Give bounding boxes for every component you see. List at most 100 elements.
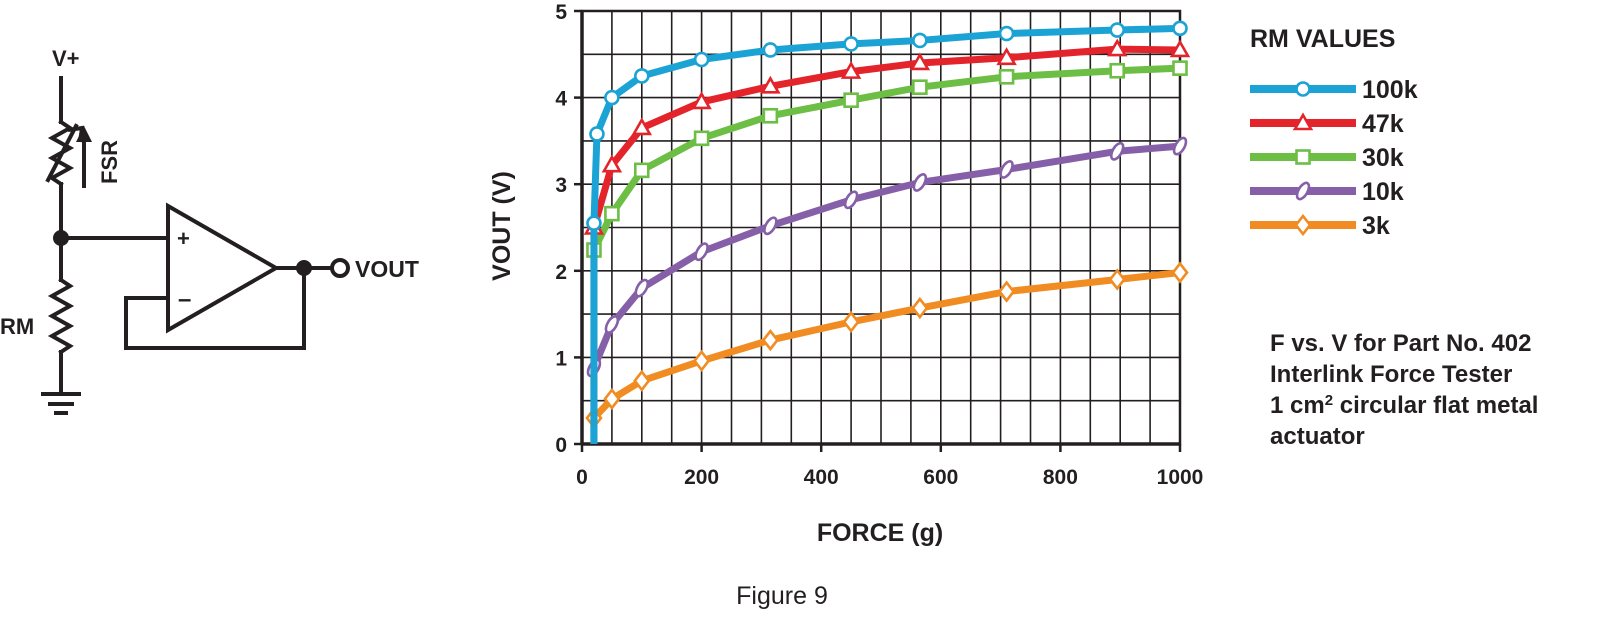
data-point-10k — [912, 173, 928, 192]
data-point-10k — [843, 190, 859, 210]
note-line-3: 1 cm2 circular flat metal — [1270, 390, 1600, 421]
data-point-30k — [843, 92, 859, 108]
data-point-30k — [693, 130, 710, 147]
feedback-wire — [124, 266, 306, 350]
data-point-47k — [1169, 39, 1191, 58]
data-point-10k — [694, 242, 709, 262]
y-tick-labels: 0 1 2 3 4 5 — [555, 1, 567, 457]
data-point-100k — [586, 215, 602, 231]
legend-label-100k: 100k — [1362, 76, 1418, 104]
data-point-100k — [1172, 20, 1188, 37]
series-10k — [586, 136, 1188, 444]
data-point-100k — [693, 51, 710, 68]
data-point-3k — [842, 310, 860, 334]
chart-grid — [582, 11, 1180, 444]
fsr-variable-arrowhead — [76, 126, 92, 142]
series-47k — [583, 38, 1191, 444]
data-point-47k — [1106, 38, 1128, 57]
data-point-30k — [762, 107, 779, 124]
data-point-100k — [633, 68, 650, 84]
data-point-10k — [763, 216, 778, 236]
data-point-100k — [589, 126, 605, 142]
x-tick-label: 800 — [1043, 466, 1078, 489]
chart-note: F vs. V for Part No. 402 Interlink Force… — [1270, 328, 1600, 452]
data-point-47k — [691, 91, 712, 110]
data-point-30k — [912, 79, 928, 96]
legend-label-3k: 3k — [1362, 212, 1390, 240]
note-line-1: F vs. V for Part No. 402 — [1270, 330, 1532, 357]
rm-resistor — [47, 277, 75, 355]
op-amp-triangle — [166, 202, 281, 334]
legend-item-47k: 47k — [1250, 110, 1404, 138]
y-tick-label: 0 — [555, 434, 567, 457]
output-terminal — [330, 258, 350, 278]
data-point-100k — [604, 89, 620, 106]
note-line-2: Interlink Force Tester — [1270, 361, 1513, 388]
legend-item-10k: 10k — [1250, 178, 1404, 206]
series-line-3k — [590, 269, 1181, 444]
series-3k — [585, 261, 1189, 444]
chart-legend: RM VALUES 100k 47k 30k 10k 3k — [1250, 25, 1418, 240]
y-tick-label: 3 — [555, 174, 567, 197]
opamp-plus-label: + — [177, 226, 190, 251]
data-point-3k — [761, 328, 780, 352]
data-point-3k — [911, 296, 929, 320]
note-line-3-post: circular flat metal — [1333, 392, 1539, 419]
x-tick-labels: 0 200 400 600 800 1000 — [576, 466, 1203, 489]
data-point-47k — [909, 52, 931, 71]
legend-marker-100k — [1295, 81, 1311, 97]
legend-marker-47k — [1292, 112, 1314, 131]
data-point-100k — [998, 25, 1015, 42]
legend-label-10k: 10k — [1362, 178, 1404, 206]
chart-axes — [574, 9, 1182, 452]
data-point-10k — [1109, 141, 1125, 161]
note-line-3-pre: 1 cm — [1270, 392, 1325, 419]
data-point-3k — [633, 369, 651, 392]
data-point-10k — [999, 160, 1014, 179]
note-line-4: actuator — [1270, 423, 1365, 450]
note-line-3-sup: 2 — [1324, 392, 1334, 409]
data-point-47k — [760, 75, 781, 94]
data-point-10k — [604, 315, 620, 334]
data-point-47k — [996, 47, 1017, 66]
legend-label-47k: 47k — [1362, 110, 1404, 138]
data-point-30k — [1172, 60, 1188, 76]
data-point-100k — [843, 36, 859, 52]
legend-marker-10k — [1295, 181, 1311, 201]
rm-label: RM — [0, 314, 34, 339]
data-point-30k — [633, 162, 650, 179]
y-tick-label: 5 — [555, 1, 567, 24]
series-100k — [586, 20, 1188, 444]
data-point-3k — [1171, 261, 1189, 284]
legend-items: 100k 47k 30k 10k 3k — [1250, 76, 1418, 240]
data-point-100k — [912, 32, 928, 49]
fsr-label: FSR — [97, 140, 122, 184]
data-point-30k — [1109, 62, 1126, 79]
junction-node-input — [53, 230, 69, 246]
opamp-minus-label: – — [178, 286, 191, 313]
x-tick-label: 200 — [684, 466, 719, 489]
figure-caption-wrap: Figure 9 — [0, 582, 1600, 611]
y-tick-label: 4 — [555, 88, 567, 111]
series-layer — [583, 20, 1191, 444]
data-point-10k — [1172, 136, 1188, 156]
legend-item-100k: 100k — [1250, 76, 1418, 104]
data-point-47k — [601, 154, 623, 173]
data-point-100k — [1109, 22, 1126, 38]
series-line-47k — [590, 45, 1181, 444]
x-tick-label: 600 — [923, 466, 958, 489]
y-tick-label: 2 — [555, 261, 567, 284]
chart-area: 0 200 400 600 800 1000 0 1 2 3 4 5 FORCE (g) VOUT … — [488, 1, 1203, 547]
x-axis-label: FORCE (g) — [817, 519, 943, 547]
legend-marker-30k — [1295, 149, 1311, 165]
legend-marker-3k — [1294, 213, 1312, 237]
fsr-arrow-line — [45, 123, 79, 183]
legend-item-3k: 3k — [1250, 212, 1390, 240]
series-line-100k — [590, 24, 1181, 444]
x-tick-label: 0 — [576, 466, 588, 489]
y-axis-label: VOUT (V) — [488, 171, 516, 281]
x-tick-label: 400 — [804, 466, 839, 489]
legend-item-30k: 30k — [1250, 144, 1404, 172]
series-30k — [586, 60, 1188, 444]
